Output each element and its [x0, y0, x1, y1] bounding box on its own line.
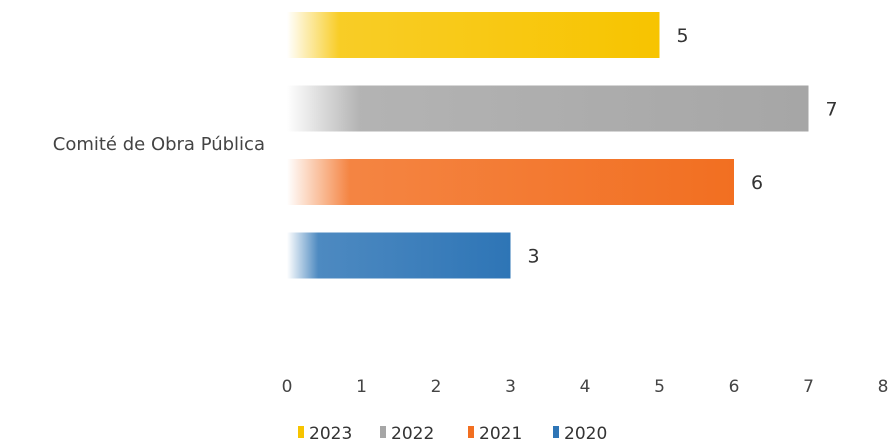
x-tick-4: 4	[580, 377, 591, 397]
legend-label-2020: 2020	[564, 424, 607, 444]
data-label-2021: 6	[751, 172, 763, 194]
legend: 2023 2022 2021 2020	[298, 424, 607, 444]
x-axis-ticks: 0 1 2 3 4 5 6 7 8	[282, 377, 889, 397]
data-label-2022: 7	[826, 99, 838, 121]
x-tick-3: 3	[505, 377, 516, 397]
x-tick-2: 2	[431, 377, 442, 397]
data-label-2020: 3	[528, 246, 540, 268]
x-tick-1: 1	[356, 377, 367, 397]
legend-swatch-2022	[380, 426, 386, 438]
legend-label-2022: 2022	[391, 424, 434, 444]
x-tick-7: 7	[803, 377, 814, 397]
x-tick-0: 0	[282, 377, 293, 397]
bar-2022	[287, 85, 809, 132]
x-tick-5: 5	[654, 377, 665, 397]
legend-label-2023: 2023	[309, 424, 352, 444]
legend-label-2021: 2021	[479, 424, 522, 444]
legend-swatch-2020	[553, 426, 559, 438]
bar-2023	[287, 12, 660, 58]
data-label-2023: 5	[677, 25, 689, 47]
category-label: Comité de Obra Pública	[53, 134, 265, 155]
legend-swatch-2023	[298, 426, 304, 438]
legend-swatch-2021	[468, 426, 474, 438]
bars-group	[287, 12, 809, 279]
bar-2020	[287, 232, 511, 279]
data-labels-group: 5 7 6 3	[528, 25, 838, 268]
bar-2021	[287, 159, 734, 205]
x-tick-8: 8	[878, 377, 889, 397]
x-tick-6: 6	[729, 377, 740, 397]
